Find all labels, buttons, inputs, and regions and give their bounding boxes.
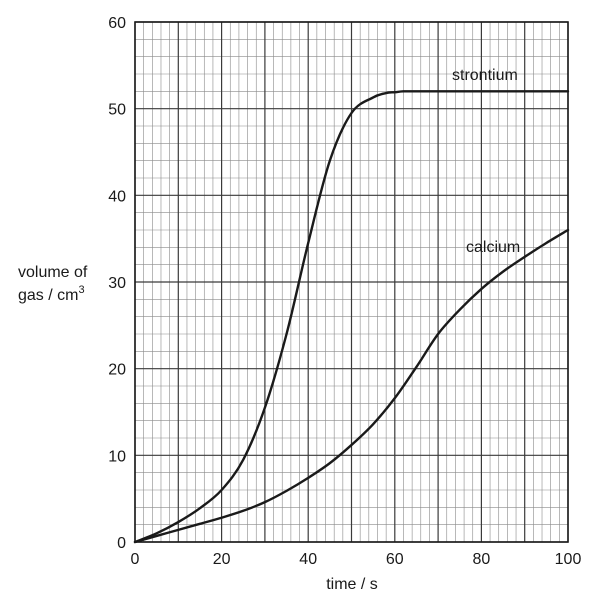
x-axis-label: time / s — [326, 576, 378, 593]
grid-major — [134, 21, 569, 543]
plot-frame — [134, 21, 569, 543]
x-tick-label: 40 — [299, 551, 317, 568]
x-tick-label: 80 — [473, 551, 491, 568]
y-tick-label: 50 — [108, 102, 126, 119]
y-axis-label-line1: volume of — [18, 264, 88, 281]
y-axis-label-superscript: 3 — [78, 284, 84, 296]
y-tick-label: 10 — [108, 448, 126, 465]
y-tick-label: 20 — [108, 362, 126, 379]
x-tick-label: 60 — [386, 551, 404, 568]
y-tick-label: 40 — [108, 188, 126, 205]
y-tick-label: 30 — [108, 275, 126, 292]
y-tick-label: 60 — [108, 15, 126, 32]
x-tick-label: 0 — [131, 551, 140, 568]
tick-labels: 0 20 40 60 80 100 0 10 20 30 40 50 60 — [108, 15, 581, 568]
series-line-strontium — [133, 90, 570, 544]
x-tick-label: 100 — [555, 551, 582, 568]
x-tick-label: 20 — [213, 551, 231, 568]
series-label-calcium: calcium — [466, 239, 520, 256]
series-line-calcium — [133, 228, 570, 544]
series-label-strontium: strontium — [452, 67, 518, 84]
y-axis-label-unit: gas / cm — [18, 287, 78, 304]
series-lines — [133, 90, 570, 544]
y-tick-label: 0 — [117, 535, 126, 552]
y-axis-label-line2: gas / cm3 — [18, 284, 85, 304]
